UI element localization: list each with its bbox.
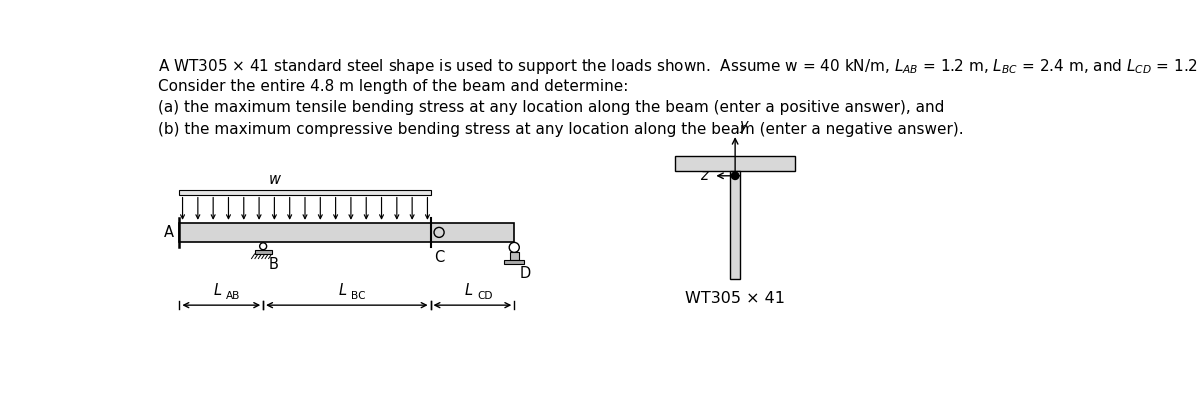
Bar [180, 223, 515, 242]
Text: D: D [520, 266, 530, 281]
Text: A WT305 × 41 standard steel shape is used to support the loads shown.  Assume w : A WT305 × 41 standard steel shape is use… [157, 57, 1200, 76]
Text: L: L [338, 283, 347, 298]
Text: L: L [214, 283, 222, 298]
Text: y: y [739, 118, 749, 133]
Bar [254, 250, 271, 254]
Circle shape [509, 243, 520, 252]
Bar [510, 252, 518, 260]
Text: (b) the maximum compressive bending stress at any location along the beam (enter: (b) the maximum compressive bending stre… [157, 122, 964, 137]
Circle shape [259, 243, 266, 250]
Bar [504, 260, 524, 264]
Circle shape [732, 172, 739, 179]
Bar [730, 171, 740, 279]
Text: CD: CD [478, 291, 492, 301]
Text: L: L [464, 283, 473, 298]
Text: w: w [269, 171, 281, 186]
Text: WT305 × 41: WT305 × 41 [685, 291, 785, 306]
Text: A: A [164, 225, 174, 240]
Text: (a) the maximum tensile bending stress at any location along the beam (enter a p: (a) the maximum tensile bending stress a… [157, 100, 944, 115]
Text: B: B [269, 257, 278, 272]
Text: z: z [701, 168, 708, 183]
Text: BC: BC [352, 291, 366, 301]
Text: AB: AB [226, 291, 240, 301]
Text: Consider the entire 4.8 m length of the beam and determine:: Consider the entire 4.8 m length of the … [157, 79, 628, 94]
Bar [676, 156, 796, 171]
Text: C: C [433, 250, 444, 265]
Bar [180, 190, 431, 195]
